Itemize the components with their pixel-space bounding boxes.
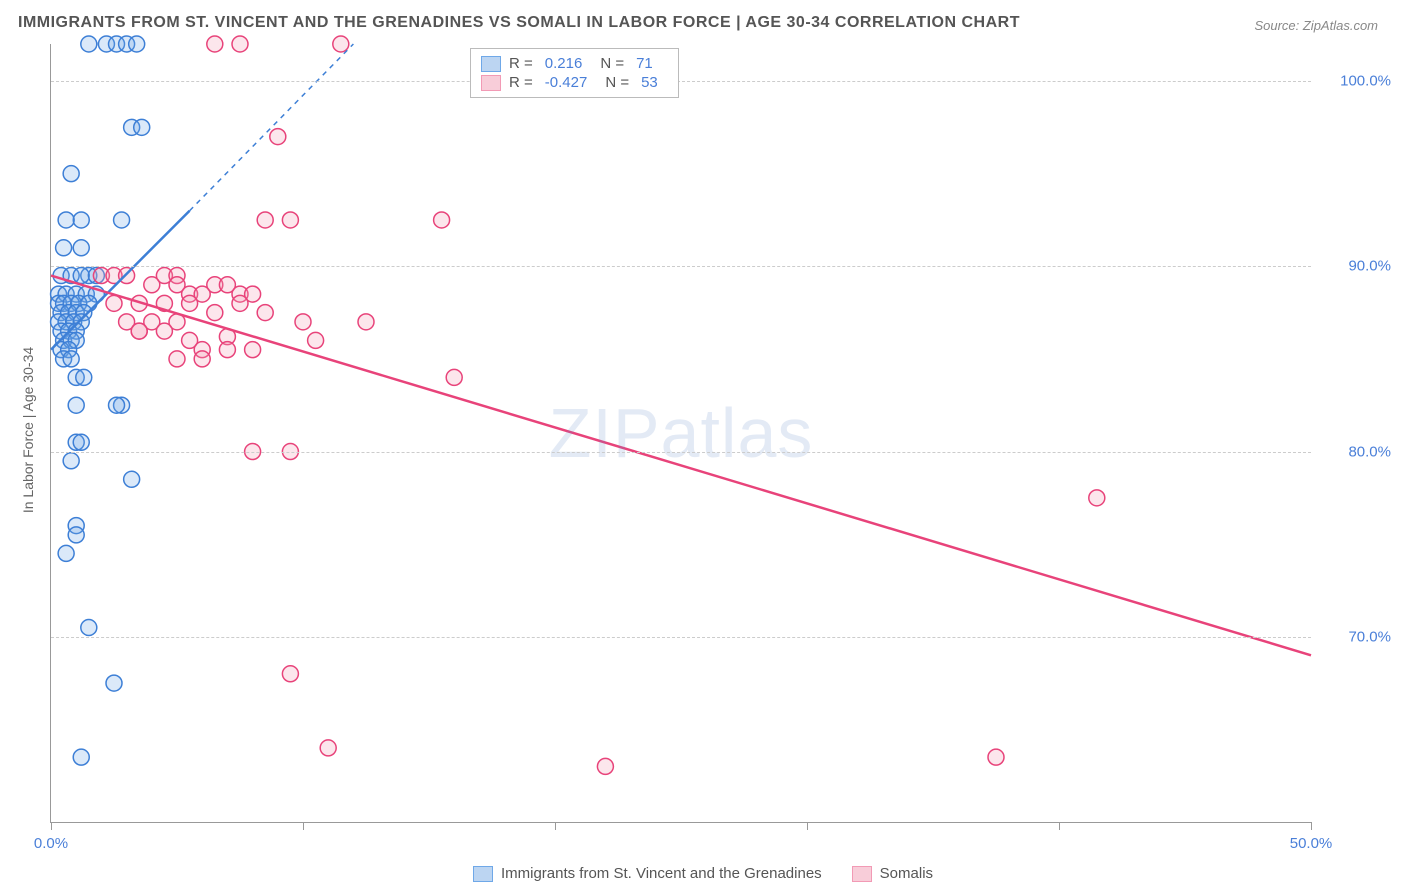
data-point: [434, 212, 450, 228]
data-point: [73, 212, 89, 228]
y-axis-label: In Labor Force | Age 30-34: [20, 347, 36, 513]
data-point: [257, 305, 273, 321]
data-point: [270, 129, 286, 145]
data-point: [76, 369, 92, 385]
data-point: [114, 212, 130, 228]
source-attribution: Source: ZipAtlas.com: [1254, 18, 1378, 33]
xtick-label: 50.0%: [1290, 835, 1333, 852]
data-point: [106, 675, 122, 691]
data-point: [1089, 490, 1105, 506]
data-point: [282, 212, 298, 228]
ytick-label: 100.0%: [1340, 73, 1391, 90]
xtick: [807, 822, 808, 830]
xtick: [1059, 822, 1060, 830]
data-point: [282, 666, 298, 682]
gridline: [51, 637, 1311, 638]
data-point: [333, 36, 349, 52]
data-point: [129, 36, 145, 52]
trend-line-extrapolated: [190, 44, 354, 211]
data-point: [63, 351, 79, 367]
swatch-series1: [481, 56, 501, 72]
scatter-svg: [51, 44, 1311, 822]
xtick: [303, 822, 304, 830]
data-point: [58, 545, 74, 561]
legend-row-series1: R = 0.216 N = 71: [481, 55, 668, 72]
r-label-1: R =: [509, 55, 533, 72]
data-point: [68, 527, 84, 543]
r-value-1: 0.216: [545, 55, 583, 72]
data-point: [81, 620, 97, 636]
data-point: [134, 119, 150, 135]
chart-container: IMMIGRANTS FROM ST. VINCENT AND THE GREN…: [0, 0, 1406, 892]
data-point: [131, 323, 147, 339]
data-point: [219, 342, 235, 358]
data-point: [124, 471, 140, 487]
swatch-series2: [481, 75, 501, 91]
data-point: [182, 295, 198, 311]
legend-row-series2: R = -0.427 N = 53: [481, 74, 668, 91]
data-point: [194, 351, 210, 367]
data-point: [81, 36, 97, 52]
n-label-2: N =: [605, 74, 629, 91]
data-point: [56, 240, 72, 256]
gridline: [51, 452, 1311, 453]
data-point: [207, 36, 223, 52]
xtick: [51, 822, 52, 830]
data-point: [63, 166, 79, 182]
trend-line: [51, 276, 1311, 656]
data-point: [73, 749, 89, 765]
legend-item-2: Somalis: [852, 865, 933, 882]
data-point: [295, 314, 311, 330]
data-point: [320, 740, 336, 756]
legend-label-1: Immigrants from St. Vincent and the Gren…: [501, 865, 822, 882]
data-point: [597, 758, 613, 774]
r-label-2: R =: [509, 74, 533, 91]
data-point: [73, 268, 89, 284]
correlation-legend: R = 0.216 N = 71 R = -0.427 N = 53: [470, 48, 679, 98]
legend-label-2: Somalis: [880, 865, 933, 882]
data-point: [232, 295, 248, 311]
data-point: [156, 323, 172, 339]
xtick-label: 0.0%: [34, 835, 68, 852]
xtick: [1311, 822, 1312, 830]
ytick-label: 70.0%: [1348, 628, 1391, 645]
gridline: [51, 266, 1311, 267]
data-point: [73, 240, 89, 256]
data-point: [106, 295, 122, 311]
data-point: [63, 453, 79, 469]
chart-title: IMMIGRANTS FROM ST. VINCENT AND THE GREN…: [18, 14, 1020, 32]
data-point: [257, 212, 273, 228]
data-point: [58, 212, 74, 228]
data-point: [232, 36, 248, 52]
data-point: [446, 369, 462, 385]
legend-item-1: Immigrants from St. Vincent and the Gren…: [473, 865, 822, 882]
r-value-2: -0.427: [545, 74, 588, 91]
data-point: [245, 342, 261, 358]
data-point: [109, 397, 125, 413]
n-label-1: N =: [600, 55, 624, 72]
data-point: [207, 305, 223, 321]
ytick-label: 80.0%: [1348, 443, 1391, 460]
data-point: [988, 749, 1004, 765]
plot-area: ZIPatlas 70.0%80.0%90.0%100.0%0.0%50.0%: [50, 44, 1311, 823]
data-point: [169, 351, 185, 367]
series-legend: Immigrants from St. Vincent and the Gren…: [0, 865, 1406, 882]
ytick-label: 90.0%: [1348, 258, 1391, 275]
gridline: [51, 81, 1311, 82]
data-point: [308, 332, 324, 348]
n-value-2: 53: [641, 74, 658, 91]
data-point: [73, 434, 89, 450]
n-value-1: 71: [636, 55, 653, 72]
legend-swatch-2: [852, 866, 872, 882]
legend-swatch-1: [473, 866, 493, 882]
data-point: [358, 314, 374, 330]
xtick: [555, 822, 556, 830]
data-point: [68, 397, 84, 413]
data-point: [144, 277, 160, 293]
